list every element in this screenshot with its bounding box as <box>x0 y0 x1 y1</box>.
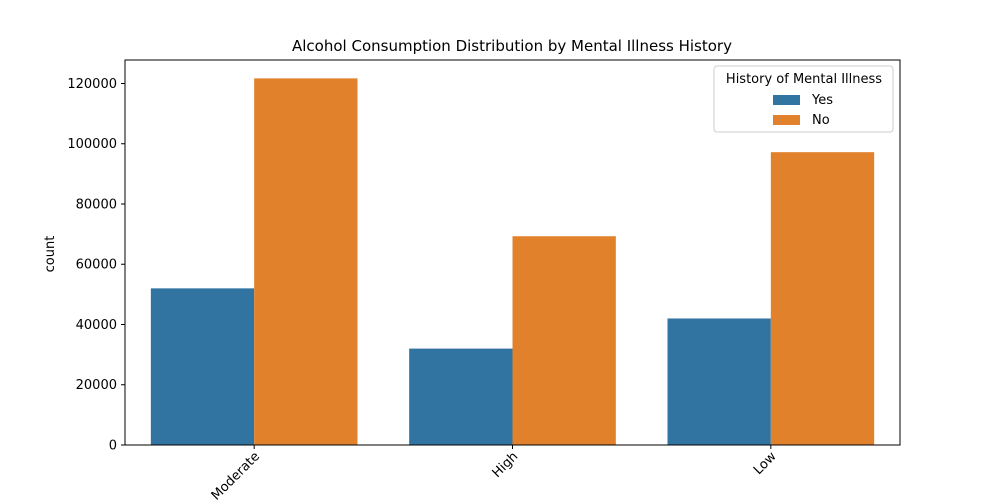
y-tick-label: 80000 <box>76 197 117 212</box>
legend-title: History of Mental Illness <box>726 72 882 87</box>
y-tick-label: 0 <box>109 439 117 454</box>
legend-swatch-yes <box>773 95 800 105</box>
y-tick-label: 120000 <box>67 77 117 92</box>
y-tick-label: 100000 <box>67 137 117 152</box>
x-tick-label-high: High <box>490 449 522 481</box>
y-tick-label: 60000 <box>76 258 117 273</box>
legend-label-yes: Yes <box>811 93 833 108</box>
bars-group <box>150 78 875 445</box>
x-tick-label-moderate: Moderate <box>209 449 263 500</box>
legend-swatch-no <box>773 115 800 125</box>
y-tick-label: 40000 <box>76 318 117 333</box>
bar-high-yes <box>409 348 513 445</box>
bar-low-no <box>770 152 875 445</box>
y-axis: 0 20000 40000 60000 80000 100000 120000 <box>67 77 125 454</box>
legend: History of Mental Illness Yes No <box>713 65 894 133</box>
bar-moderate-yes <box>150 288 255 445</box>
y-axis-label: count <box>43 236 58 273</box>
chart-title: Alcohol Consumption Distribution by Ment… <box>292 37 732 55</box>
bar-high-no <box>512 236 616 445</box>
legend-label-no: No <box>812 113 830 128</box>
bar-low-yes <box>667 318 771 445</box>
bar-moderate-no <box>254 78 358 445</box>
x-axis: Moderate High Low <box>209 445 780 500</box>
plot-frame <box>124 59 901 446</box>
legend-box <box>713 65 894 133</box>
x-tick-label-low: Low <box>751 449 780 478</box>
y-tick-label: 20000 <box>76 378 117 393</box>
